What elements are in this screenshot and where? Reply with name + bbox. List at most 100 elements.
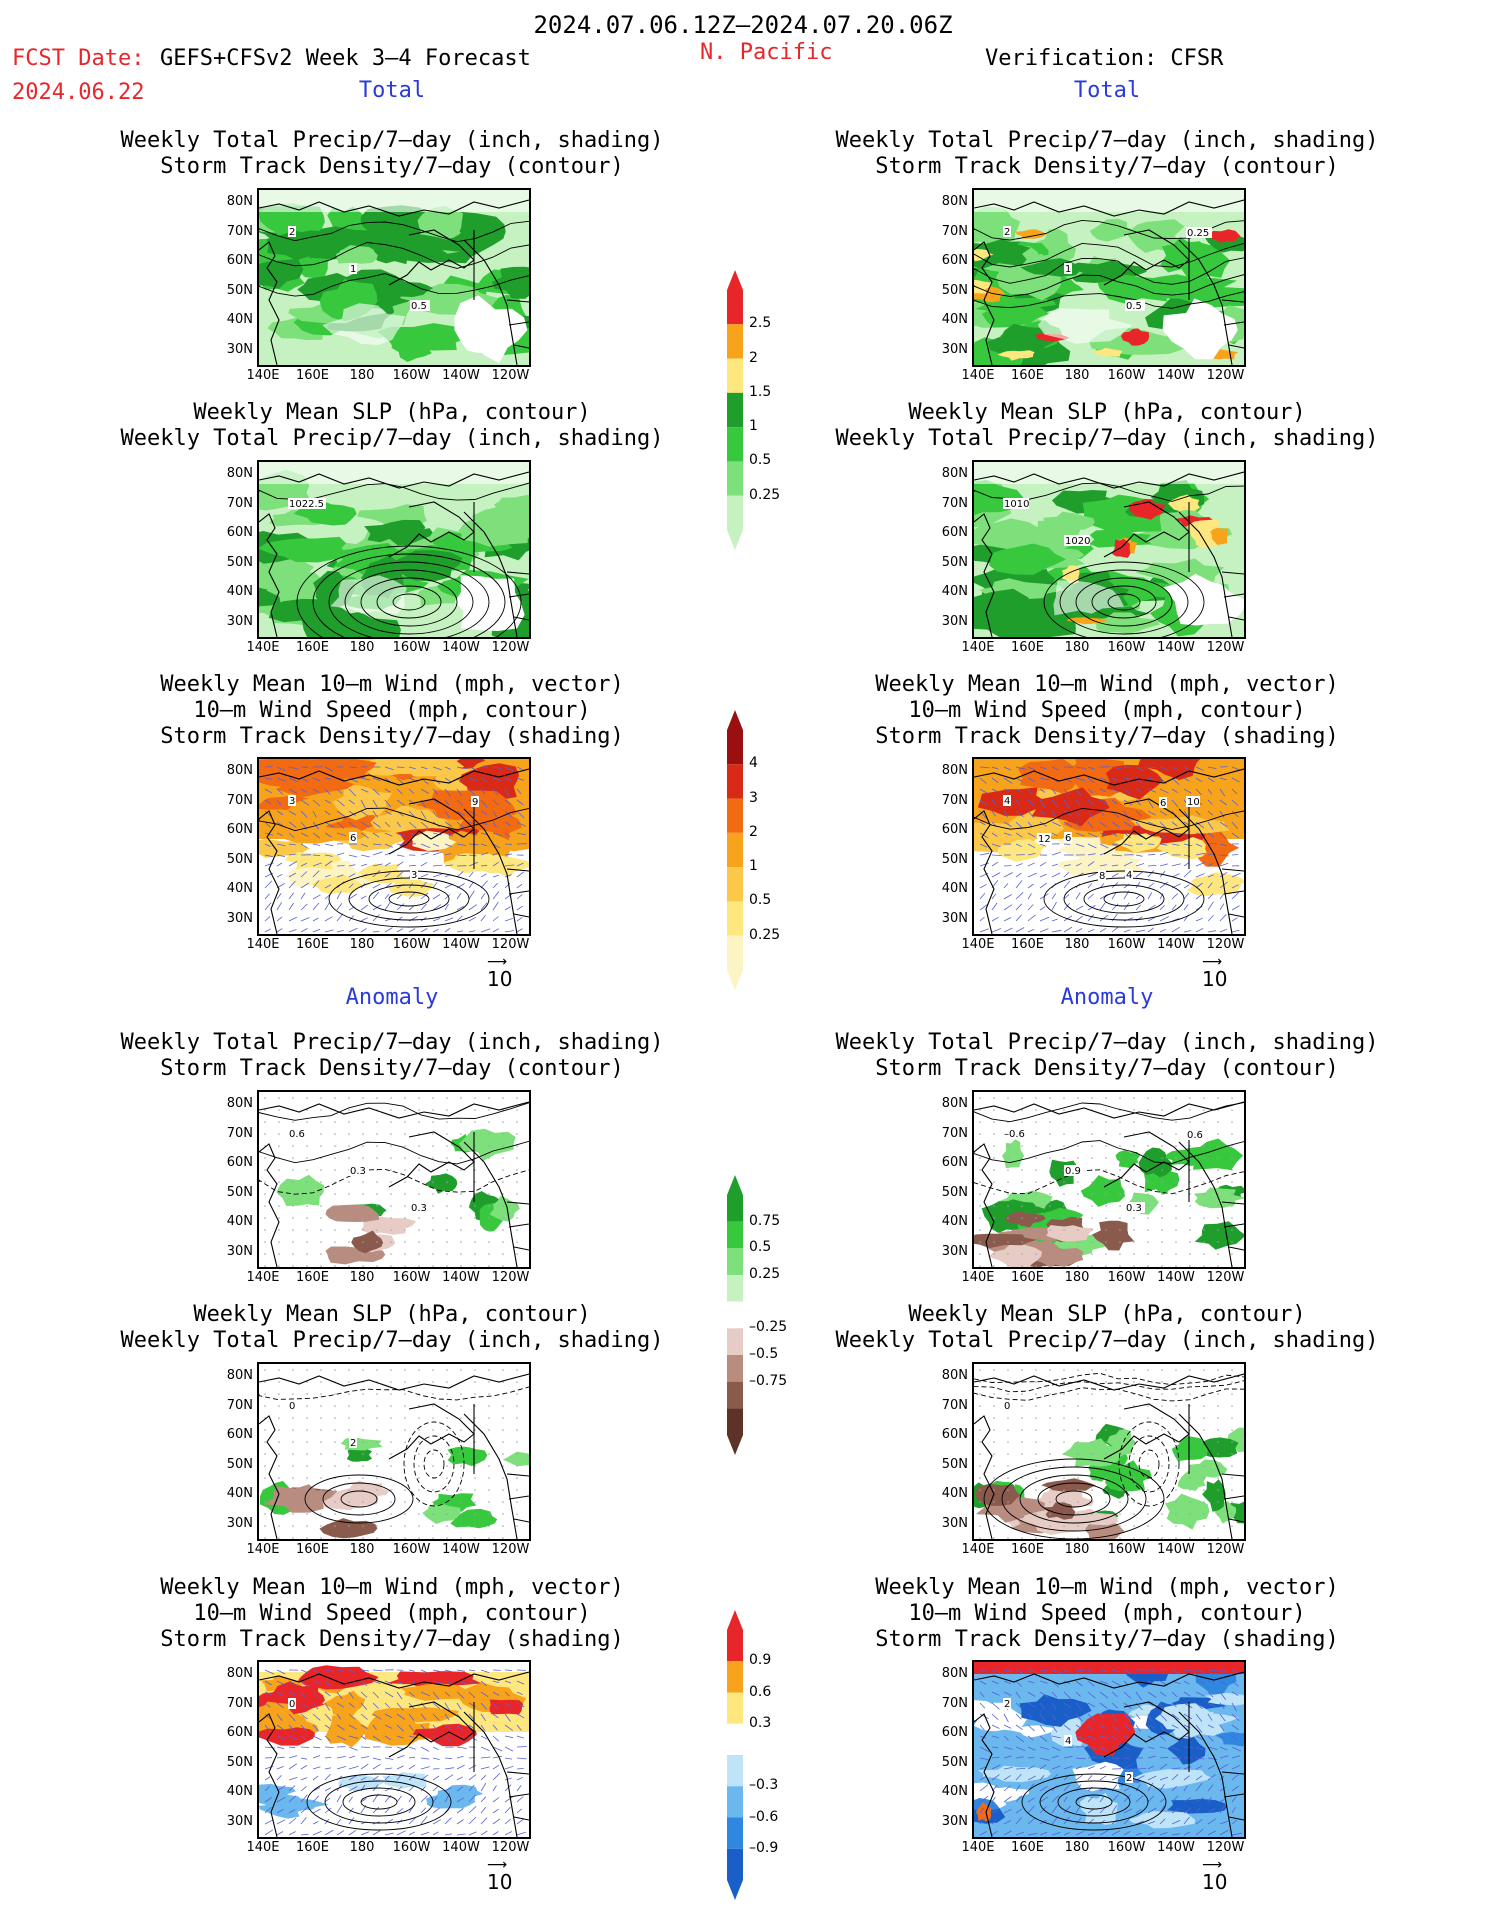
panel-title-line: Weekly Mean 10–m Wind (mph, vector) [160,1575,624,1600]
panel-title-line: Weekly Mean 10–m Wind (mph, vector) [160,672,624,697]
latitude-tick: 60N [941,822,968,837]
panel-title-line: Weekly Mean 10–m Wind (mph, vector) [875,1575,1339,1600]
coastline [259,199,529,365]
map-plot: 4 6 4 10 12 8 6 [974,759,1244,934]
longitude-tick: 160E [295,640,330,655]
colorbar [725,1175,745,1459]
vector-reference: ⟶ 10 [487,954,513,991]
svg-text:4: 4 [1004,796,1010,807]
latitude-tick: 70N [941,1397,968,1413]
panel-title-line: Storm Track Density/7–day (shading) [160,1627,624,1652]
panel-title-line: 10–m Wind Speed (mph, contour) [908,698,1306,723]
coastline [259,471,529,637]
svg-text:0.6: 0.6 [1187,1130,1203,1141]
latitude-tick: 40N [941,584,968,599]
page-title: 2024.07.06.12Z–2024.07.20.06Z [533,11,953,39]
colorbar-label: 1 [749,418,758,435]
longitude-tick: 160W [1107,1840,1146,1855]
latitude-tick: 30N [226,910,253,926]
panel-title-line: Weekly Total Precip/7–day (inch, shading… [835,1030,1379,1055]
svg-text:0: 0 [289,1401,295,1412]
panel-title-line: Weekly Total Precip/7–day (inch, shading… [835,128,1379,153]
fcst-date-label: FCST Date: [12,46,145,71]
latitude-tick: 50N [941,1456,968,1472]
latitude-tick: 80N [226,466,253,481]
longitude-tick: 160W [1107,368,1146,383]
svg-text:6: 6 [1065,833,1071,844]
panel-title-line: Storm Track Density/7–day (contour) [875,154,1339,179]
map-panel: 0 [972,1362,1246,1541]
latitude-tick: 50N [941,851,968,867]
longitude-tick: 160W [1107,937,1146,952]
latitude-tick: 60N [941,253,968,268]
longitude-tick: 140W [1157,1840,1195,1855]
latitude-tick: 60N [226,822,253,837]
latitude-tick: 40N [226,312,253,327]
latitude-tick: 30N [941,1515,968,1531]
latitude-tick: 60N [941,1725,968,1740]
longitude-tick: 140E [961,1270,995,1285]
latitude-tick: 70N [226,1125,253,1141]
latitude-tick: 80N [941,194,968,209]
colorbar-label: 0.9 [749,1652,772,1669]
map-panel: 0 [257,1660,531,1839]
latitude-tick: 50N [941,282,968,298]
panel-title-line: Weekly Mean SLP (hPa, contour) [908,400,1306,425]
longitude-tick: 160E [1010,937,1045,952]
longitude-tick: 140W [442,1542,480,1557]
panel-title-line: 10–m Wind Speed (mph, contour) [193,698,591,723]
colorbar-label: 3 [749,789,758,806]
longitude-tick: 180 [349,640,375,655]
latitude-tick: 50N [226,851,253,867]
svg-text:1022.5: 1022.5 [289,499,324,510]
coastline [974,1101,1244,1267]
latitude-tick: 60N [226,1155,253,1170]
longitude-tick: 160E [1010,368,1045,383]
latitude-tick: 50N [226,1754,253,1770]
panel-title-line: Storm Track Density/7–day (contour) [160,154,624,179]
map-plot: 2 1 0.5 0.25 [974,190,1244,365]
coastline [974,1671,1244,1837]
colorbar-label: 4 [749,755,758,772]
colorbar [725,1610,745,1904]
coastline [259,1101,529,1267]
map-panel: 0.6 0.3 0.3 [257,1090,531,1269]
latitude-tick: 40N [226,881,253,896]
latitude-tick: 60N [226,1427,253,1442]
verification-label: Verification: CFSR [985,46,1224,71]
svg-text:2: 2 [1004,227,1010,238]
svg-text:1: 1 [1065,264,1071,275]
colorbar-label: 0.6 [749,1683,772,1700]
latitude-tick: 30N [941,1243,968,1259]
longitude-tick: 140E [246,1542,280,1557]
latitude-tick: 70N [226,792,253,808]
latitude-tick: 70N [941,1125,968,1141]
map-plot: –0.6 0.9 0.3 0.6 [974,1092,1244,1267]
colorbar-label: 1.5 [749,383,772,400]
vector-reference: ⟶ 10 [1202,954,1228,991]
longitude-tick: 120W [491,937,530,952]
latitude-tick: 40N [226,1784,253,1799]
panel-title-line: Weekly Mean 10–m Wind (mph, vector) [875,672,1339,697]
map-panel: 2 1 0.5 [257,188,531,367]
svg-text:2: 2 [350,1438,356,1449]
colorbar-label: –0.25 [749,1319,788,1336]
longitude-tick: 160E [1010,1270,1045,1285]
latitude-tick: 80N [941,763,968,778]
latitude-tick: 40N [226,1486,253,1501]
latitude-tick: 70N [226,223,253,239]
coastline [974,471,1244,637]
panel-title-line: Weekly Total Precip/7–day (inch, shading… [835,1328,1379,1353]
longitude-tick: 180 [349,1270,375,1285]
latitude-tick: 50N [226,1456,253,1472]
latitude-tick: 80N [226,1096,253,1111]
panel-title-line: Weekly Total Precip/7–day (inch, shading… [120,1030,664,1055]
coastline [259,1671,529,1837]
latitude-tick: 30N [226,1515,253,1531]
latitude-tick: 40N [941,1214,968,1229]
longitude-tick: 180 [1064,1270,1090,1285]
longitude-tick: 180 [1064,640,1090,655]
map-panel: 2 4 2 [972,1660,1246,1839]
latitude-tick: 80N [941,466,968,481]
